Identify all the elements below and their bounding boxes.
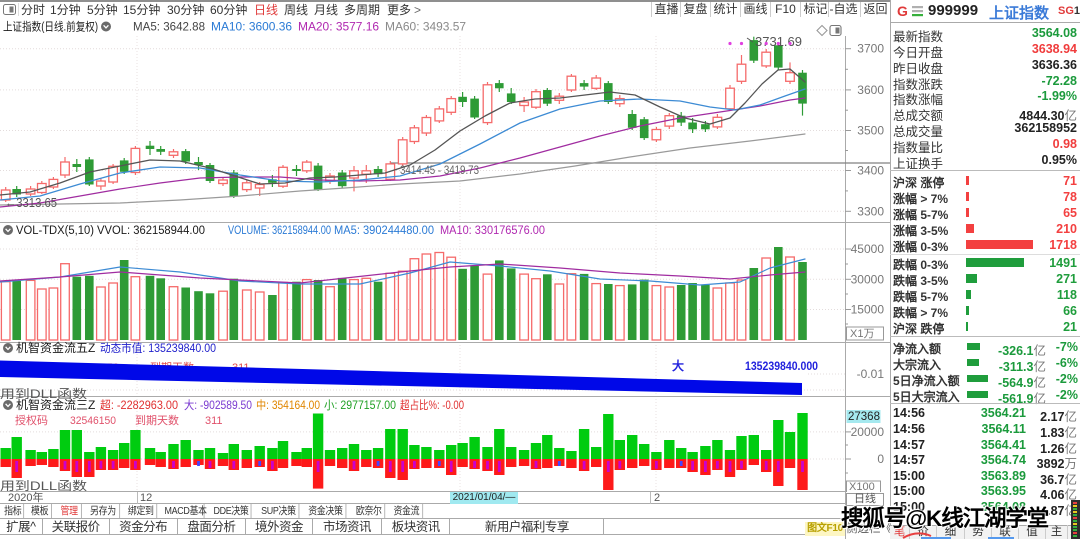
svg-text:大: 大 — [672, 358, 684, 373]
svg-text:15000: 15000 — [851, 303, 885, 317]
svg-text:311: 311 — [205, 415, 223, 427]
svg-text:MA60: 3493.57: MA60: 3493.57 — [385, 20, 466, 34]
svg-text:3300: 3300 — [857, 204, 884, 218]
svg-text:用到DLL函数: 用到DLL函数 — [0, 478, 87, 492]
svg-text:30000: 30000 — [851, 272, 885, 286]
svg-text:27368: 27368 — [848, 411, 880, 423]
svg-text:大: -902589.50: 大: -902589.50 — [184, 398, 252, 412]
svg-text:32546150: 32546150 — [70, 415, 116, 427]
svg-text:X1万: X1万 — [850, 328, 874, 340]
svg-text:3400: 3400 — [857, 164, 884, 178]
svg-text:X100: X100 — [849, 481, 875, 492]
svg-text:MA5: 3642.88: MA5: 3642.88 — [133, 20, 205, 34]
svg-text:3600: 3600 — [857, 83, 884, 97]
svg-text:3700: 3700 — [857, 42, 884, 56]
svg-text:小: 2977157.00: 小: 2977157.00 — [324, 399, 396, 412]
svg-text:VOL-TDX(5,10) VVOL: 362158944.: VOL-TDX(5,10) VVOL: 362158944.00 — [16, 225, 205, 237]
svg-text:机智资金流五Z: 机智资金流五Z — [16, 340, 95, 355]
svg-text:0: 0 — [877, 452, 884, 466]
svg-text:VOLUME: 362158944.00: VOLUME: 362158944.00 — [228, 225, 331, 237]
svg-text:45000: 45000 — [851, 242, 885, 256]
svg-text:20000: 20000 — [851, 425, 885, 439]
svg-text:-0.01: -0.01 — [857, 367, 885, 381]
svg-text:3500: 3500 — [857, 124, 884, 138]
svg-text:超占比%: -0.00: 超占比%: -0.00 — [400, 398, 464, 412]
svg-text:超: -2282963.00: 超: -2282963.00 — [100, 398, 178, 412]
svg-text:中: 354164.00: 中: 354164.00 — [256, 399, 320, 412]
svg-text:上证指数(日线.前复权): 上证指数(日线.前复权) — [3, 20, 98, 34]
svg-text:MA10: 3600.36: MA10: 3600.36 — [211, 20, 292, 34]
svg-text:用到DLL函数: 用到DLL函数 — [0, 386, 87, 401]
svg-text:MA20: 3577.16: MA20: 3577.16 — [298, 20, 379, 34]
svg-text:←3313.65: ←3313.65 — [5, 196, 57, 210]
svg-text:授权码: 授权码 — [15, 413, 48, 427]
svg-text:机智资金流三Z: 机智资金流三Z — [16, 397, 95, 412]
svg-text:到期天数: 到期天数 — [135, 414, 179, 427]
svg-text:135239840.000: 135239840.000 — [745, 359, 818, 373]
svg-text:MA10: 330176576.00: MA10: 330176576.00 — [440, 225, 545, 237]
svg-text:动态市值: 135239840.00: 动态市值: 135239840.00 — [100, 341, 216, 355]
svg-text:3414.45 - 3419.73: 3414.45 - 3419.73 — [400, 163, 479, 177]
svg-text:MA5: 390244480.00: MA5: 390244480.00 — [334, 225, 434, 237]
